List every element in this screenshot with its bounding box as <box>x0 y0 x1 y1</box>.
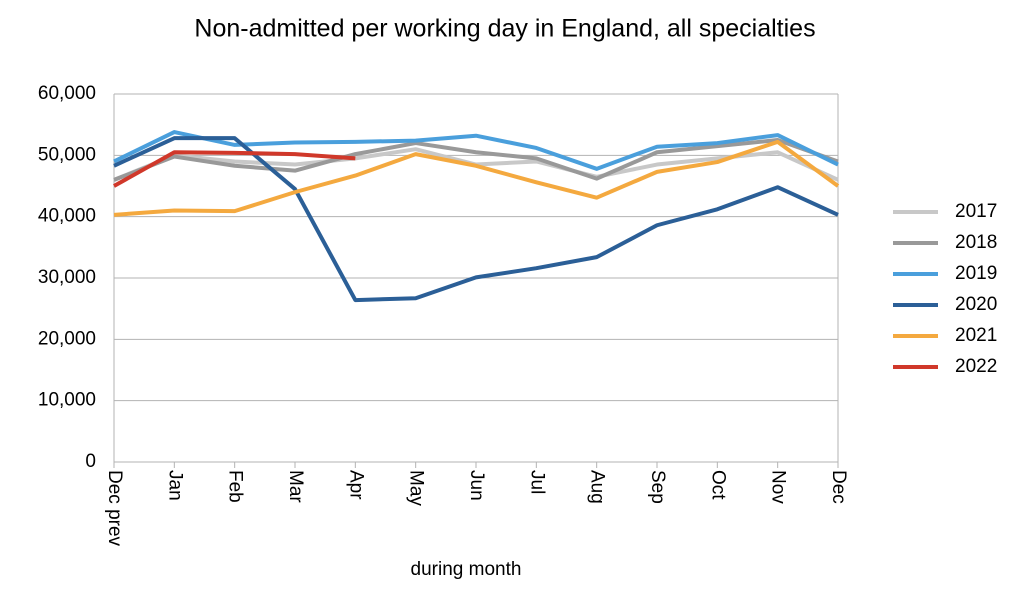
legend-label: 2017 <box>955 201 997 222</box>
y-tick-label: 60,000 <box>38 83 96 104</box>
series-line <box>113 150 356 188</box>
x-tick-label: Aug <box>587 470 608 504</box>
legend-label: 2021 <box>955 325 997 346</box>
legend-label: 2020 <box>955 294 997 315</box>
x-tick-label: May <box>406 470 427 506</box>
x-tick-label: Jan <box>164 470 185 501</box>
series-line <box>113 139 840 217</box>
series-line <box>113 138 839 182</box>
chart-title: Non-admitted per working day in England,… <box>194 15 815 43</box>
x-tick-label: Apr <box>345 470 366 500</box>
x-tick-label: Jun <box>466 470 487 501</box>
x-tick-label: Oct <box>707 470 728 500</box>
y-tick-label: 50,000 <box>38 144 96 165</box>
y-tick-label: 10,000 <box>38 390 96 411</box>
legend-label: 2022 <box>955 356 997 377</box>
x-tick-label: Dec <box>828 470 849 504</box>
x-tick-label: Sep <box>647 470 668 504</box>
x-axis-title: during month <box>411 559 522 580</box>
y-tick-label: 30,000 <box>38 267 96 288</box>
x-tick-label: Jul <box>526 470 547 494</box>
legend-label: 2018 <box>955 232 997 253</box>
y-tick-label: 20,000 <box>38 328 96 349</box>
legend-label: 2019 <box>955 263 997 284</box>
x-tick-label: Feb <box>225 470 246 503</box>
x-tick-label: Nov <box>768 470 789 504</box>
y-tick-label: 40,000 <box>38 206 96 227</box>
x-tick-label: Mar <box>285 470 306 503</box>
series-line <box>113 130 839 171</box>
y-tick-label: 0 <box>85 451 96 472</box>
x-tick-label: Dec prev <box>104 470 125 547</box>
series-line <box>113 136 839 303</box>
